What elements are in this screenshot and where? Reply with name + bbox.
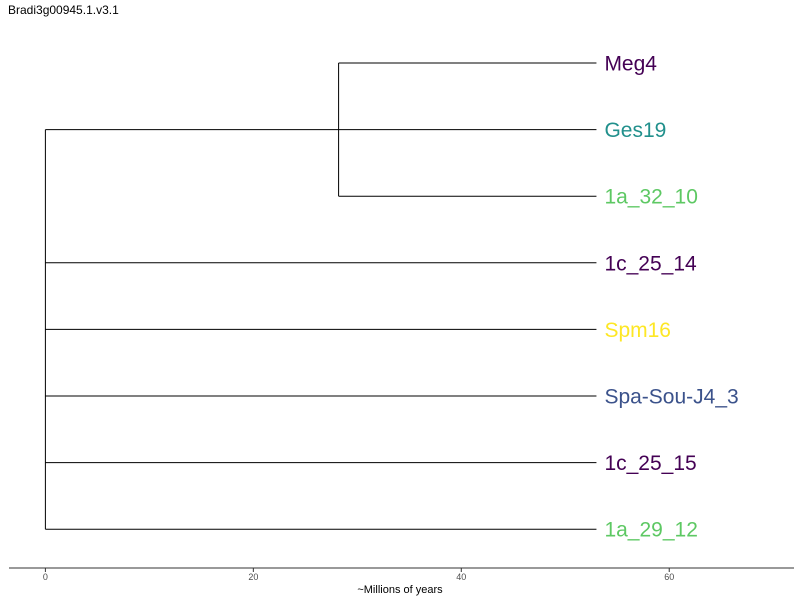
tip-label: Spm16 [604,319,671,342]
branches [44,62,597,530]
x-axis-tick-label: 40 [456,572,466,582]
x-axis: 0 20 40 60 ~Millions of years [9,567,794,596]
x-axis-title: ~Millions of years [357,584,443,596]
x-axis-tick-label: 60 [664,572,674,582]
x-axis-tick-label: 20 [248,572,258,582]
tip-label: 1a_32_10 [604,186,697,209]
tip-label: Spa-Sou-J4_3 [604,386,738,409]
tip-label: Meg4 [604,53,657,76]
page-title: Bradi3g00945.1.v3.1 [8,3,119,17]
tip-label: Ges19 [604,119,666,142]
tip-label: 1c_25_14 [604,252,697,275]
tip-label: 1c_25_15 [604,452,696,475]
x-axis-tick-label: 0 [43,572,48,582]
tip-labels: Meg4 Ges19 1a_32_10 1c_25_14 Spm16 Spa-Sou-J4… [604,53,738,542]
tip-label: 1a_29_12 [604,519,697,542]
